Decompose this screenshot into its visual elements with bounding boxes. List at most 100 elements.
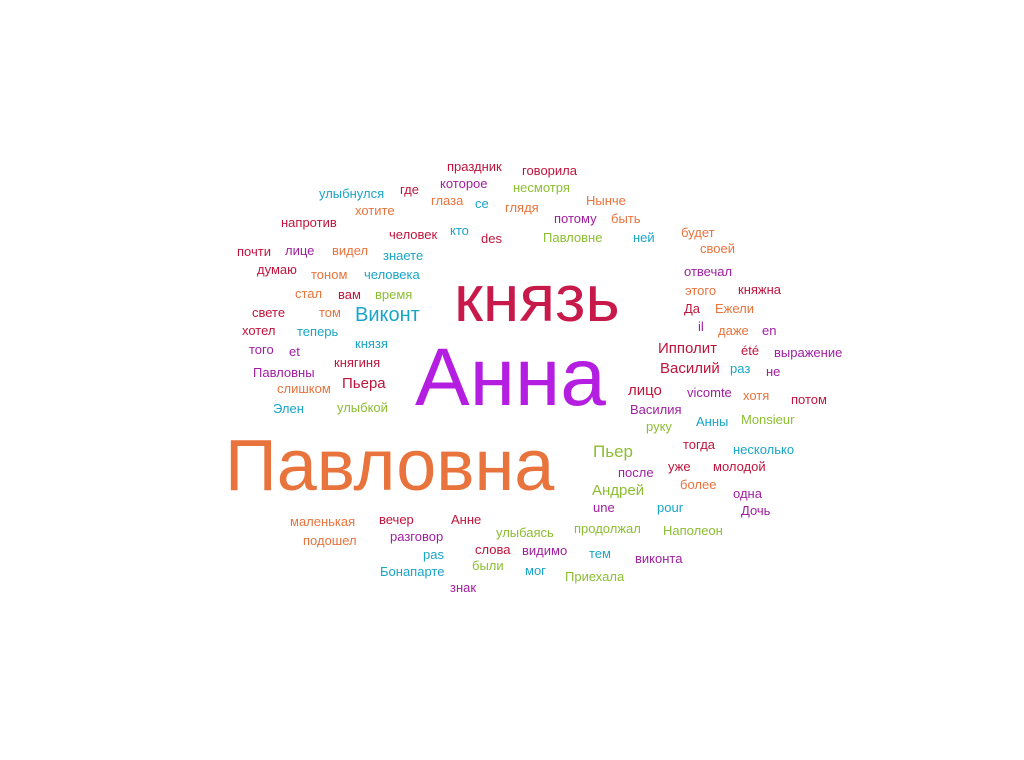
word: молодой [713, 459, 766, 474]
word: тоном [311, 267, 348, 282]
word: виконта [635, 551, 683, 566]
word: потому [554, 211, 597, 226]
word: улыбнулся [319, 186, 385, 201]
word: праздник [447, 159, 502, 174]
word: вам [338, 287, 361, 302]
word-knyaz: князь [454, 261, 620, 335]
word: été [741, 343, 760, 358]
word: видимо [522, 543, 568, 558]
word: Приехала [565, 569, 625, 584]
word: том [319, 305, 341, 320]
word: глядя [505, 200, 539, 215]
word: Пьера [342, 375, 386, 392]
word: маленькая [290, 514, 356, 529]
word: княгиня [334, 355, 381, 370]
word: знаете [383, 248, 424, 263]
word: Василий [660, 360, 720, 377]
word: своей [700, 241, 735, 256]
word: pas [423, 547, 444, 562]
word: Андрей [592, 482, 645, 499]
word: Monsieur [741, 412, 795, 427]
word: улыбкой [337, 400, 388, 415]
word: княжна [738, 282, 782, 297]
word: несмотря [513, 180, 570, 195]
word: кто [450, 223, 469, 238]
word: тогда [683, 437, 716, 452]
word: говорила [522, 163, 577, 178]
word: хотя [743, 388, 770, 403]
word: подошел [303, 533, 357, 548]
word: улыбаясь [496, 525, 554, 540]
word-anna: Анна [415, 332, 606, 423]
word: выражение [774, 345, 843, 360]
word: были [472, 558, 504, 573]
word: знак [450, 580, 477, 595]
word: потом [791, 392, 827, 407]
word: князя [355, 336, 388, 351]
word: ней [633, 230, 655, 245]
word: Павловне [543, 230, 603, 245]
word: хотите [355, 203, 395, 218]
word: Ежели [715, 301, 755, 316]
word: отвечал [684, 264, 733, 279]
word: Наполеон [663, 523, 723, 538]
word: Пьер [593, 442, 633, 461]
word: видел [332, 243, 369, 258]
word: напротив [281, 215, 337, 230]
word: руку [646, 419, 672, 434]
word: более [680, 477, 717, 492]
word: слишком [277, 381, 331, 396]
word: вечер [379, 512, 414, 527]
word: несколько [733, 442, 795, 457]
word: будет [681, 225, 715, 240]
word: Нынче [586, 193, 626, 208]
word: не [766, 364, 781, 379]
word: vicomte [687, 385, 732, 400]
word: мог [525, 563, 546, 578]
word: время [375, 287, 413, 302]
word: en [762, 323, 777, 338]
word: pour [657, 500, 684, 515]
word: слова [475, 542, 511, 557]
word: Бонапарте [380, 564, 445, 579]
word: et [289, 344, 300, 359]
word: даже [718, 323, 749, 338]
word: Василия [630, 402, 682, 417]
word: Анны [696, 414, 729, 429]
word-vikont: Виконт [355, 304, 420, 326]
word: разговор [390, 529, 444, 544]
word: тем [589, 546, 611, 561]
word: где [400, 182, 419, 197]
word-pavlovna: Павловна [225, 426, 555, 506]
word: Элен [273, 401, 304, 416]
word: продолжал [574, 521, 641, 536]
word: Анне [451, 512, 482, 527]
word: теперь [297, 324, 339, 339]
word: се [475, 196, 489, 211]
word: думаю [257, 262, 297, 277]
word: одна [733, 486, 762, 501]
word: глаза [431, 193, 464, 208]
word: лицо [628, 382, 662, 399]
word: того [249, 342, 274, 357]
word: хотел [242, 323, 276, 338]
word: которое [440, 176, 488, 191]
word: une [593, 500, 615, 515]
word: des [481, 231, 502, 246]
word: Павловны [253, 365, 315, 380]
word: быть [611, 211, 641, 226]
word: этого [685, 283, 717, 298]
word: стал [295, 286, 323, 301]
word: лице [285, 243, 315, 258]
word: Ипполит [658, 340, 718, 357]
word: il [698, 319, 704, 334]
word: Дочь [741, 503, 771, 518]
word: почти [237, 244, 271, 259]
word: человека [364, 267, 420, 282]
word: раз [730, 361, 751, 376]
word: после [618, 465, 654, 480]
word: человек [389, 227, 438, 242]
word: Да [684, 301, 701, 316]
word: уже [668, 459, 691, 474]
